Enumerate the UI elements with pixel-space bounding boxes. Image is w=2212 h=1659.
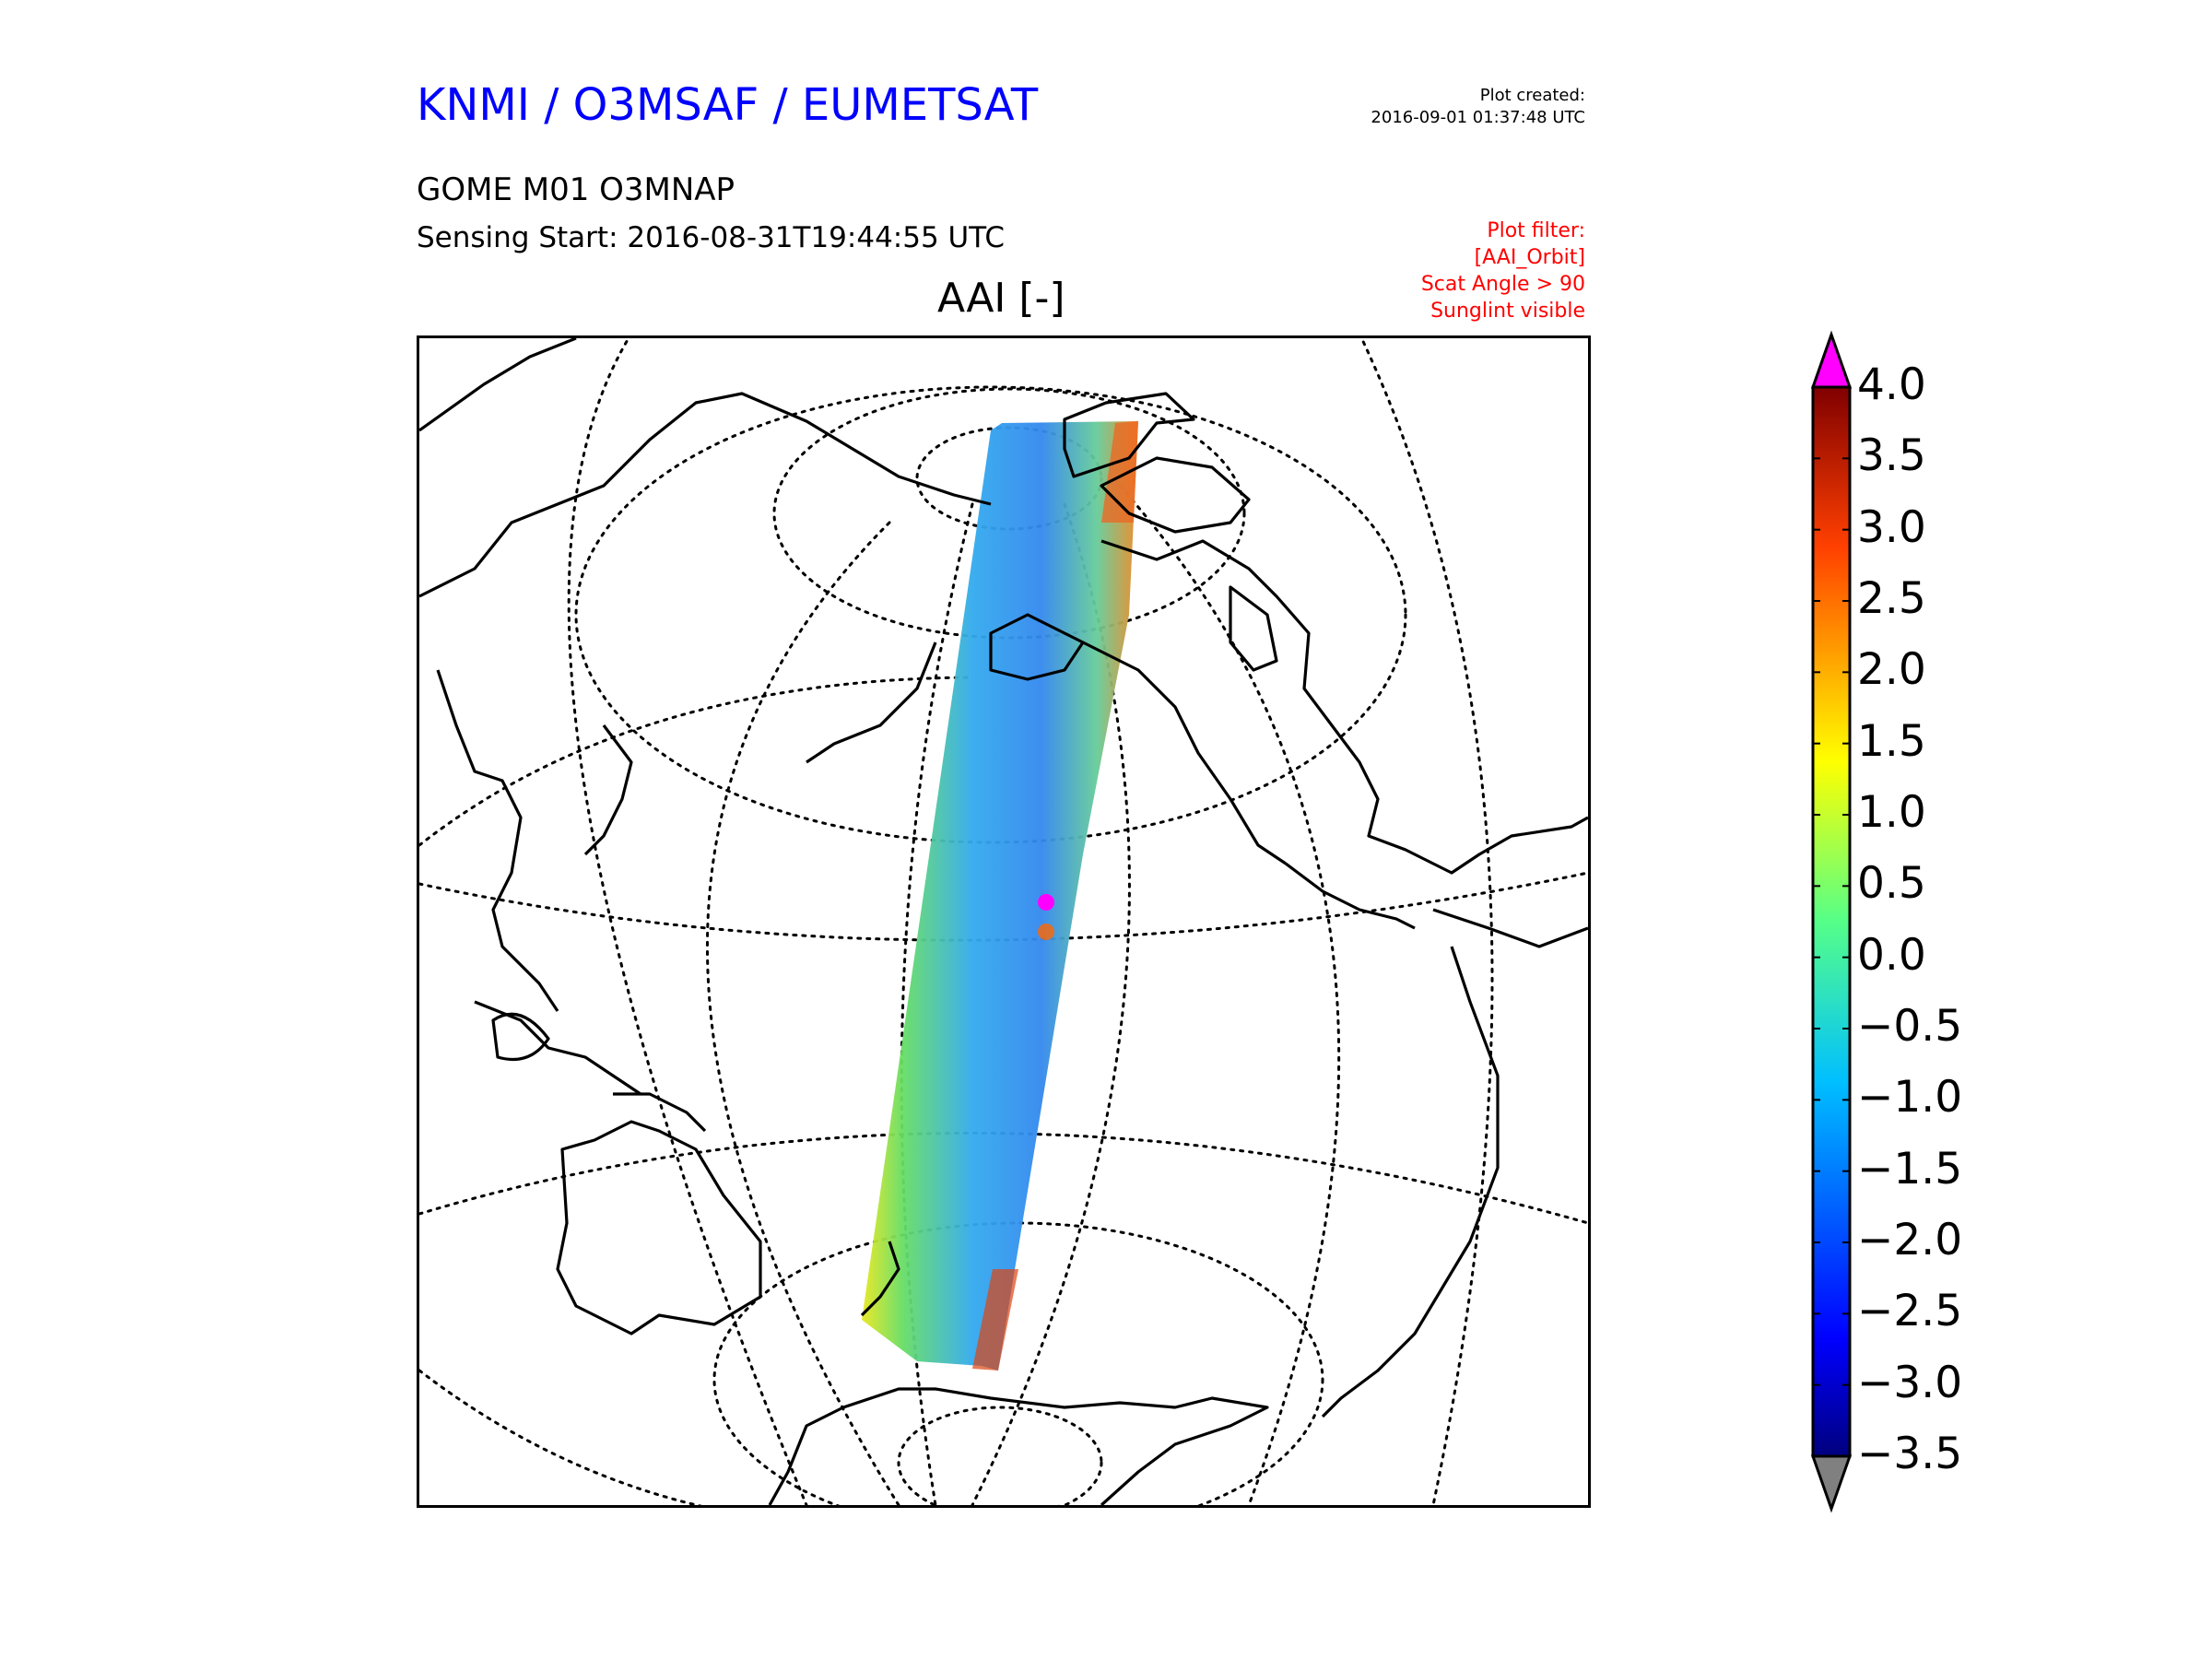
org-title: KNMI / O3MSAF / EUMETSAT	[417, 79, 1039, 131]
created-value: 2016-09-01 01:37:48 UTC	[1371, 108, 1585, 127]
plot-created-info: Plot created: 2016-09-01 01:37:48 UTC	[1371, 85, 1585, 129]
graticule-lon-line	[706, 521, 900, 1505]
coastline-southeast-asia	[474, 1000, 641, 1096]
coastline-south-america	[1321, 908, 1588, 1418]
colorbar-tick-label: −3.0	[1857, 1357, 1963, 1408]
coastline-canada-arctic	[1100, 456, 1251, 534]
colorbar-tick-label: −2.0	[1857, 1215, 1963, 1265]
aai-swath	[862, 421, 1138, 1371]
colorbar-tick-label: 3.5	[1857, 430, 1926, 482]
colorbar-tick-label: −3.5	[1857, 1429, 1963, 1479]
coastline-antarctica	[768, 1387, 1269, 1505]
coastline-alaska	[989, 613, 1085, 681]
sensing-start: Sensing Start: 2016-08-31T19:44:55 UTC	[417, 221, 1005, 254]
coastline-hudson-bay	[1229, 585, 1278, 672]
coastline-us-west	[1082, 641, 1287, 865]
coastline-east-asia	[436, 669, 559, 1012]
filter-line: Plot filter:	[1487, 219, 1585, 242]
graticule-lon-line	[1359, 338, 1494, 1505]
graticule-lon-line	[419, 1369, 1066, 1505]
filter-line: Scat Angle > 90	[1420, 273, 1585, 296]
colorbar-tick-label: 0.0	[1857, 929, 1926, 981]
colorbar-tick-label: 2.0	[1857, 644, 1926, 696]
coastline-borneo	[491, 1012, 550, 1062]
swath-hotspot	[1038, 894, 1054, 911]
coastline-north-america	[1100, 539, 1588, 875]
colorbar-tick-label: 2.5	[1857, 573, 1926, 624]
swath-red-edge	[972, 1269, 1018, 1371]
graticule-lat-circle	[712, 1221, 1324, 1505]
coastline-new-zealand	[860, 1241, 900, 1317]
swath-orange-edge	[1101, 421, 1138, 523]
plot-filter: Plot filter: [AAI_Orbit] Scat Angle > 90…	[1421, 218, 1585, 324]
map-title: AAI [-]	[937, 275, 1065, 322]
colorbar-tick-label: 3.0	[1857, 501, 1926, 553]
coastlines	[419, 338, 1588, 1505]
coastline-australia	[556, 1120, 762, 1335]
coastline-mexico	[1285, 862, 1416, 930]
colorbar-tick-label: −1.0	[1857, 1072, 1963, 1124]
colorbar-over-arrow	[1810, 330, 1853, 389]
graticule-lon-line	[1118, 484, 1341, 1505]
colorbar-tick-label: 4.0	[1857, 359, 1926, 410]
colorbar-tick-label: −2.5	[1857, 1286, 1963, 1337]
graticule-lon-line	[567, 338, 808, 1505]
coastline-new-guinea	[613, 1092, 707, 1133]
colorbar-tick-label: 1.5	[1857, 715, 1926, 767]
map-panel[interactable]	[417, 335, 1591, 1508]
filter-line: [AAI_Orbit]	[1474, 246, 1585, 269]
coastline-japan	[583, 724, 633, 856]
filter-line: Sunglint visible	[1430, 300, 1585, 323]
colorbar-gradient	[1811, 385, 1852, 1458]
colorbar-tick-label: 0.5	[1857, 858, 1926, 910]
swath-hotspot-halo	[1038, 924, 1054, 940]
colorbar-tick-label: −0.5	[1857, 1001, 1963, 1052]
graticule-lon-line	[419, 676, 974, 847]
coastline-kamchatka	[806, 641, 937, 764]
coastline-siberia	[419, 338, 992, 598]
map-svg	[419, 338, 1588, 1505]
colorbar-tick-label: 1.0	[1857, 787, 1926, 838]
colorbar	[1810, 330, 1853, 1513]
colorbar-tick-label: −1.5	[1857, 1143, 1963, 1194]
colorbar-under-arrow	[1810, 1454, 1853, 1513]
colorbar-ticks	[1813, 386, 1850, 1457]
product-name: GOME M01 O3MNAP	[417, 171, 735, 208]
graticule-lat-line	[419, 1131, 1588, 1225]
graticule-lat-circle	[897, 1406, 1103, 1505]
coastline-greenland	[1063, 392, 1195, 478]
created-label: Plot created:	[1479, 86, 1585, 105]
swath-strip	[862, 421, 1138, 1371]
